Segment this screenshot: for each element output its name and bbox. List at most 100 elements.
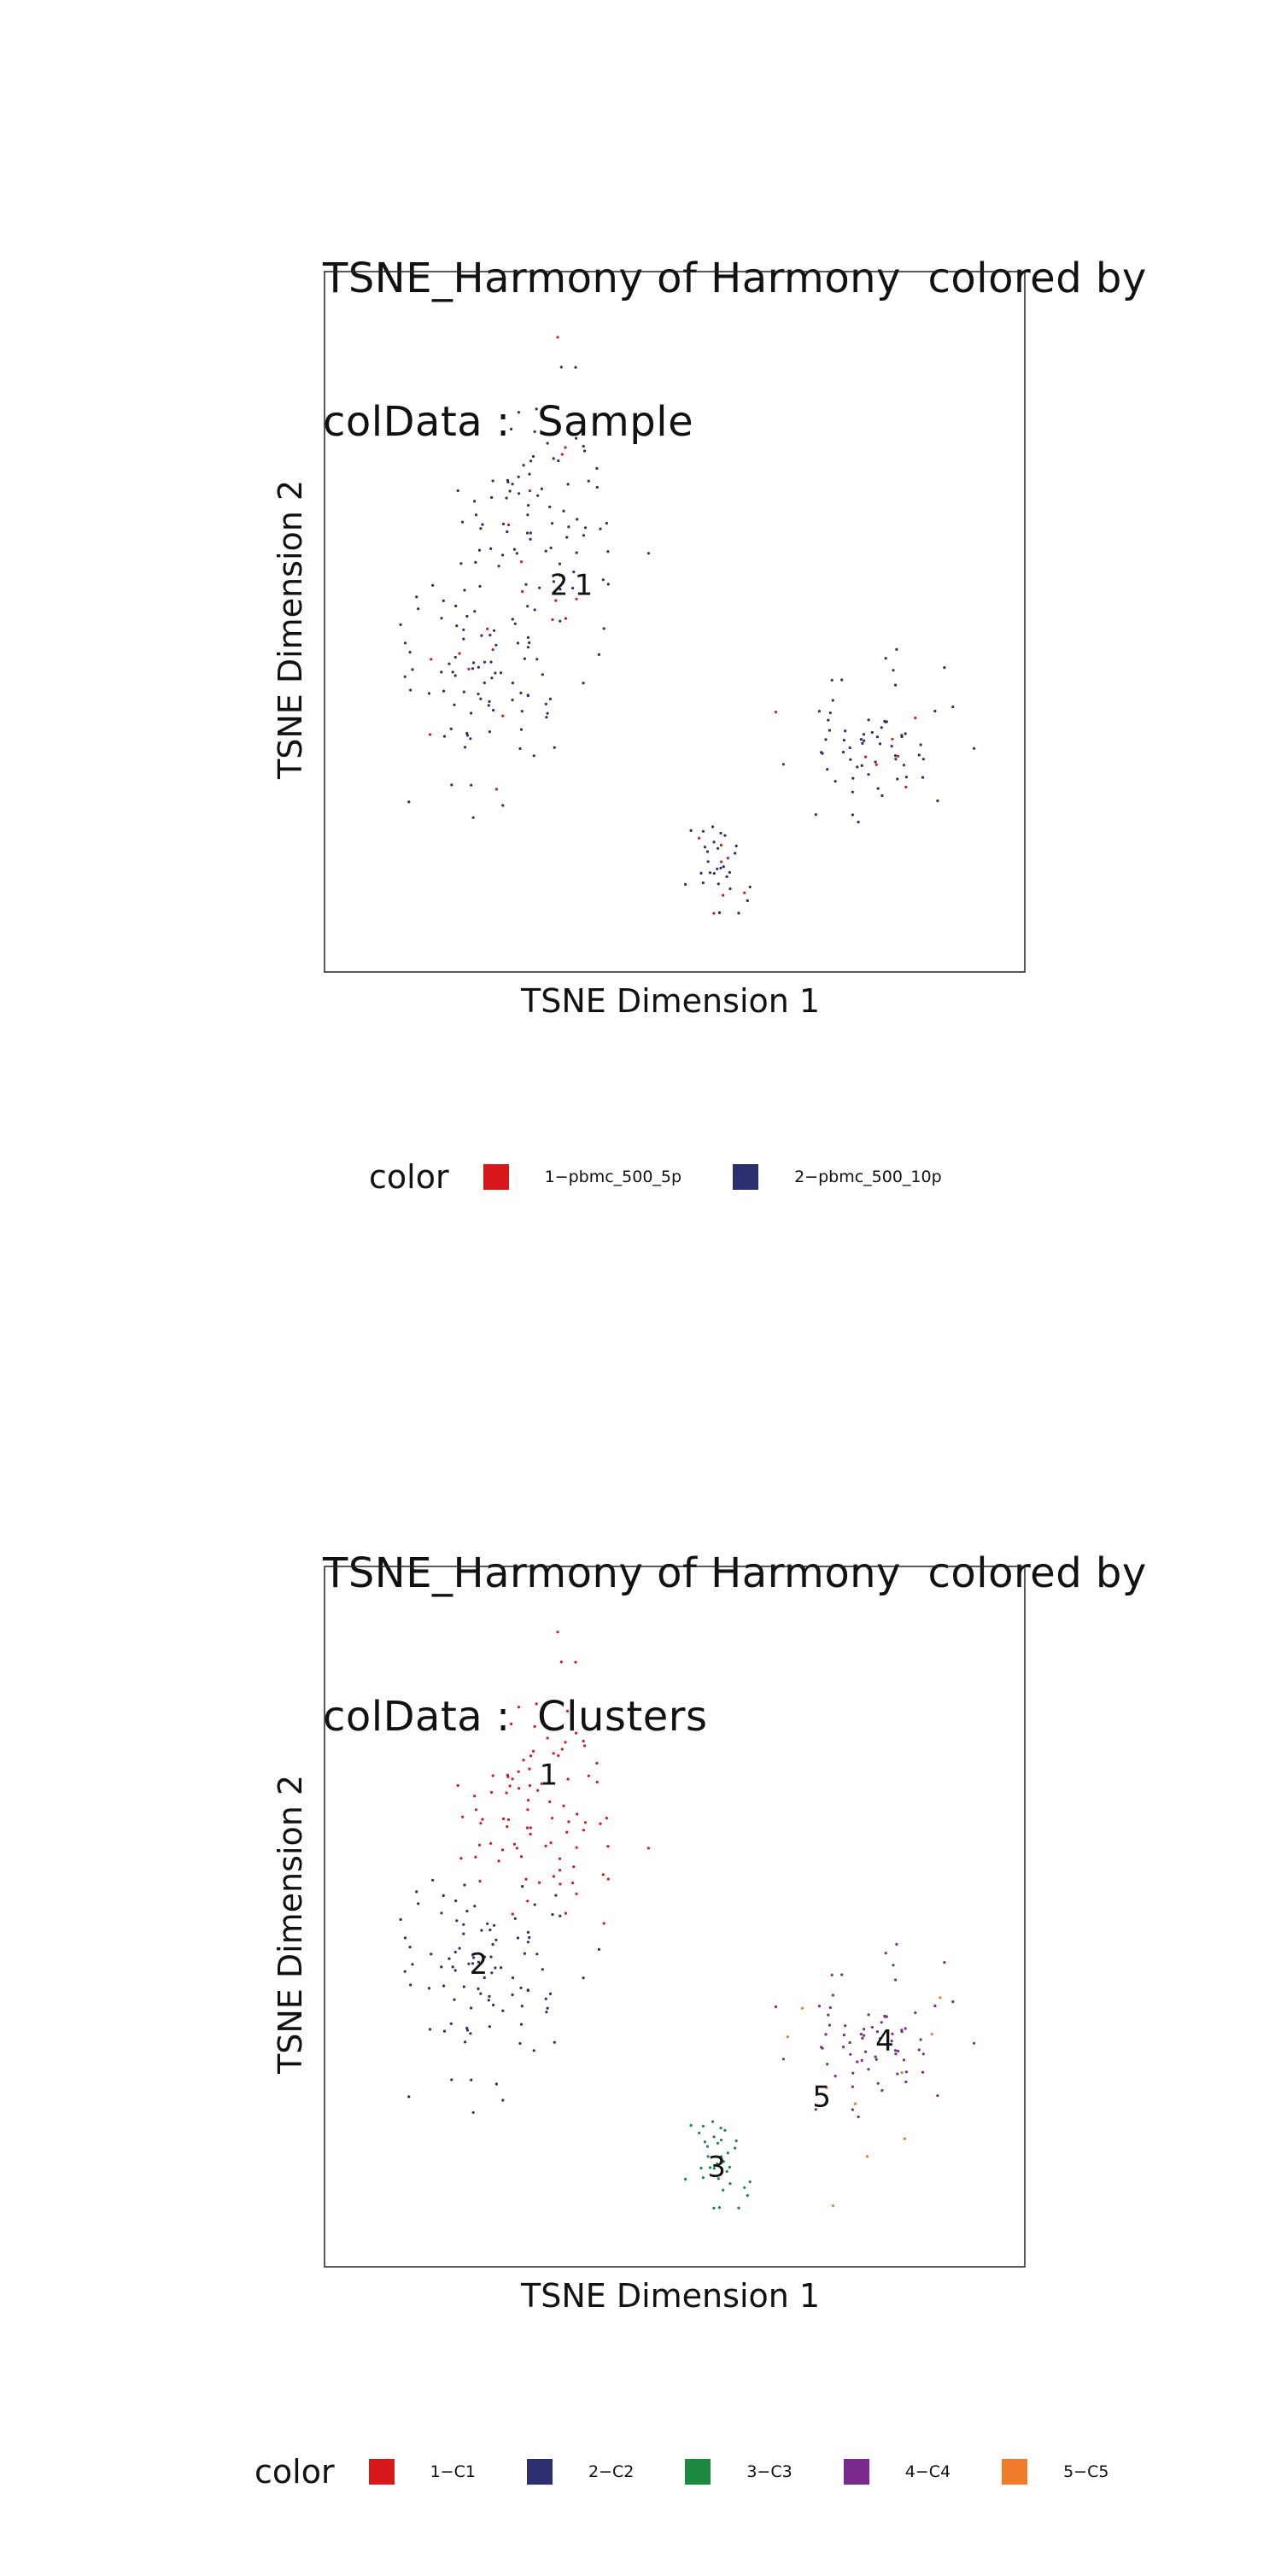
scatter-point: [717, 2206, 722, 2210]
scatter-point: [459, 1857, 463, 1860]
scatter-point: [820, 2046, 823, 2049]
scatter-point: [904, 2080, 908, 2084]
scatter-point: [712, 2206, 716, 2210]
scatter-plot-clusters: 1 2 3 4 5: [324, 1566, 1026, 2268]
scatter-point: [551, 618, 554, 622]
scatter-point: [880, 726, 883, 729]
scatter-point: [701, 2176, 705, 2180]
scatter-point: [471, 2111, 475, 2114]
scatter-point: [479, 527, 483, 530]
plot-frame: [324, 1566, 1026, 2268]
scatter-point: [712, 872, 716, 875]
scatter-point: [513, 622, 517, 625]
scatter-point: [525, 1826, 529, 1830]
scatter-point: [526, 1941, 530, 1944]
legend-item: 2−pbmc_500_10p: [733, 1164, 942, 1190]
scatter-point: [489, 1841, 493, 1845]
scatter-point: [914, 2011, 917, 2015]
scatter-point: [599, 1822, 602, 1825]
scatter-point: [458, 1947, 461, 1950]
scatter-point: [587, 479, 590, 483]
scatter-point: [455, 1919, 459, 1923]
scatter-point: [722, 893, 725, 897]
scatter-point: [474, 513, 478, 517]
scatter-point: [726, 2152, 730, 2155]
scatter-point: [549, 1841, 553, 1845]
legend: color 1−pbmc_500_5p 2−pbmc_500_10p: [369, 1158, 993, 1196]
scatter-point: [711, 2120, 715, 2123]
scatter-point: [894, 1978, 898, 1982]
scatter-point: [428, 2028, 432, 2031]
legend-title: color: [254, 2453, 335, 2491]
scatter-point: [559, 1882, 562, 1886]
scatter-point: [403, 1970, 407, 1973]
scatter-point: [559, 619, 562, 623]
scatter-point: [571, 587, 575, 590]
scatter-point: [914, 717, 917, 720]
scatter-point: [728, 2182, 732, 2186]
scatter-point: [902, 2058, 906, 2062]
scatter-point: [708, 2166, 712, 2169]
scatter-point: [552, 1875, 556, 1878]
scatter-point: [494, 671, 497, 675]
scatter-point: [489, 547, 493, 551]
scatter-point: [859, 738, 863, 741]
scatter-point: [442, 689, 446, 693]
scatter-point: [431, 1878, 435, 1882]
scatter-point: [453, 1969, 457, 1972]
scatter-point: [814, 813, 817, 817]
scatter-point: [474, 1855, 477, 1859]
scatter-point: [701, 2124, 705, 2128]
scatter-point: [533, 1903, 536, 1906]
legend-label: 2−C2: [588, 2462, 635, 2481]
scatter-point: [461, 1815, 465, 1818]
scatter-point: [720, 860, 723, 864]
scatter-point: [525, 531, 529, 535]
scatter-point: [463, 1883, 466, 1887]
scatter-point: [863, 2034, 866, 2037]
scatter-point: [904, 2027, 907, 2030]
scatter-point: [440, 1912, 443, 1915]
scatter-point: [860, 764, 863, 768]
scatter-point: [896, 2049, 900, 2052]
scatter-point: [705, 2145, 710, 2148]
scatter-point: [841, 2046, 845, 2049]
scatter-point: [726, 857, 730, 860]
scatter-point: [541, 1968, 544, 1971]
scatter-point: [518, 1787, 521, 1790]
scatter-point: [575, 1731, 578, 1735]
scatter-point: [519, 2023, 524, 2026]
scatter-point: [876, 2081, 880, 2085]
scatter-point: [575, 1846, 578, 1849]
scatter-point: [572, 571, 576, 574]
scatter-point: [943, 666, 946, 670]
scatter-point: [487, 1999, 490, 2002]
chart-title-line1: TSNE_Harmony of Harmony colored by: [323, 1549, 1147, 1597]
scatter-point: [728, 2165, 732, 2169]
scatter-point: [601, 578, 605, 582]
scatter-point: [501, 1848, 505, 1852]
scatter-point: [491, 1943, 494, 1947]
scatter-point: [870, 2025, 874, 2029]
scatter-point: [921, 758, 925, 761]
scatter-point: [428, 733, 432, 736]
scatter-point: [719, 2161, 722, 2164]
scatter-point: [471, 816, 475, 819]
scatter-point: [857, 820, 860, 824]
scatter-point: [865, 2155, 869, 2158]
scatter-point: [540, 487, 544, 491]
scatter-point: [717, 911, 722, 915]
scatter-point: [531, 454, 535, 459]
scatter-point: [883, 719, 886, 723]
scatter-point: [508, 489, 512, 493]
scatter-point: [513, 1917, 517, 1920]
scatter-point: [725, 875, 728, 878]
scatter-point: [515, 552, 518, 555]
scatter-point: [493, 629, 496, 632]
scatter-point: [606, 550, 610, 553]
scatter-point: [825, 2086, 828, 2089]
legend-swatch: [526, 2459, 553, 2485]
scatter-point: [746, 2193, 749, 2198]
scatter-point: [723, 834, 727, 837]
scatter-point: [488, 634, 492, 637]
